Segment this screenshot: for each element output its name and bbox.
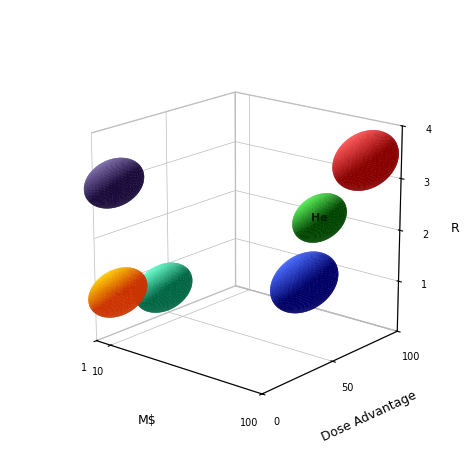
Y-axis label: Dose Advantage: Dose Advantage	[319, 389, 419, 444]
X-axis label: M$: M$	[138, 414, 157, 427]
